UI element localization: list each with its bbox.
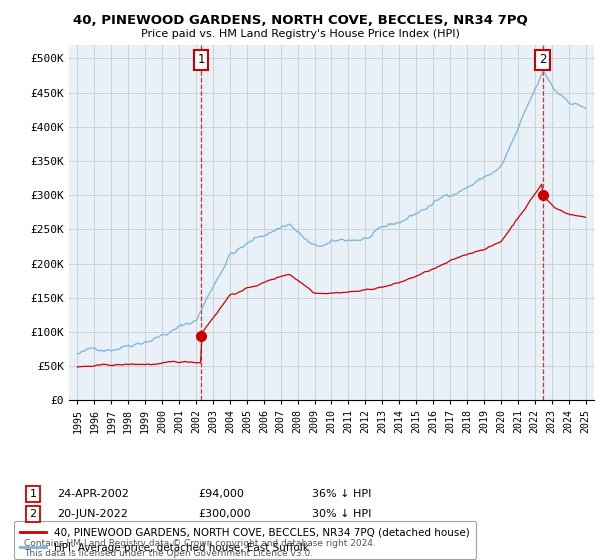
Text: 30% ↓ HPI: 30% ↓ HPI: [312, 509, 371, 519]
Text: 24-APR-2002: 24-APR-2002: [57, 489, 129, 499]
Text: £94,000: £94,000: [198, 489, 244, 499]
Text: Contains HM Land Registry data © Crown copyright and database right 2024.
This d: Contains HM Land Registry data © Crown c…: [24, 539, 376, 558]
Legend: 40, PINEWOOD GARDENS, NORTH COVE, BECCLES, NR34 7PQ (detached house), HPI: Avera: 40, PINEWOOD GARDENS, NORTH COVE, BECCLE…: [14, 521, 476, 559]
Text: 36% ↓ HPI: 36% ↓ HPI: [312, 489, 371, 499]
Text: 1: 1: [29, 489, 37, 499]
Text: 2: 2: [539, 53, 546, 66]
Text: 20-JUN-2022: 20-JUN-2022: [57, 509, 128, 519]
Text: 1: 1: [197, 53, 205, 66]
Text: 40, PINEWOOD GARDENS, NORTH COVE, BECCLES, NR34 7PQ: 40, PINEWOOD GARDENS, NORTH COVE, BECCLE…: [73, 14, 527, 27]
Text: Price paid vs. HM Land Registry's House Price Index (HPI): Price paid vs. HM Land Registry's House …: [140, 29, 460, 39]
Text: 2: 2: [29, 509, 37, 519]
Text: £300,000: £300,000: [198, 509, 251, 519]
